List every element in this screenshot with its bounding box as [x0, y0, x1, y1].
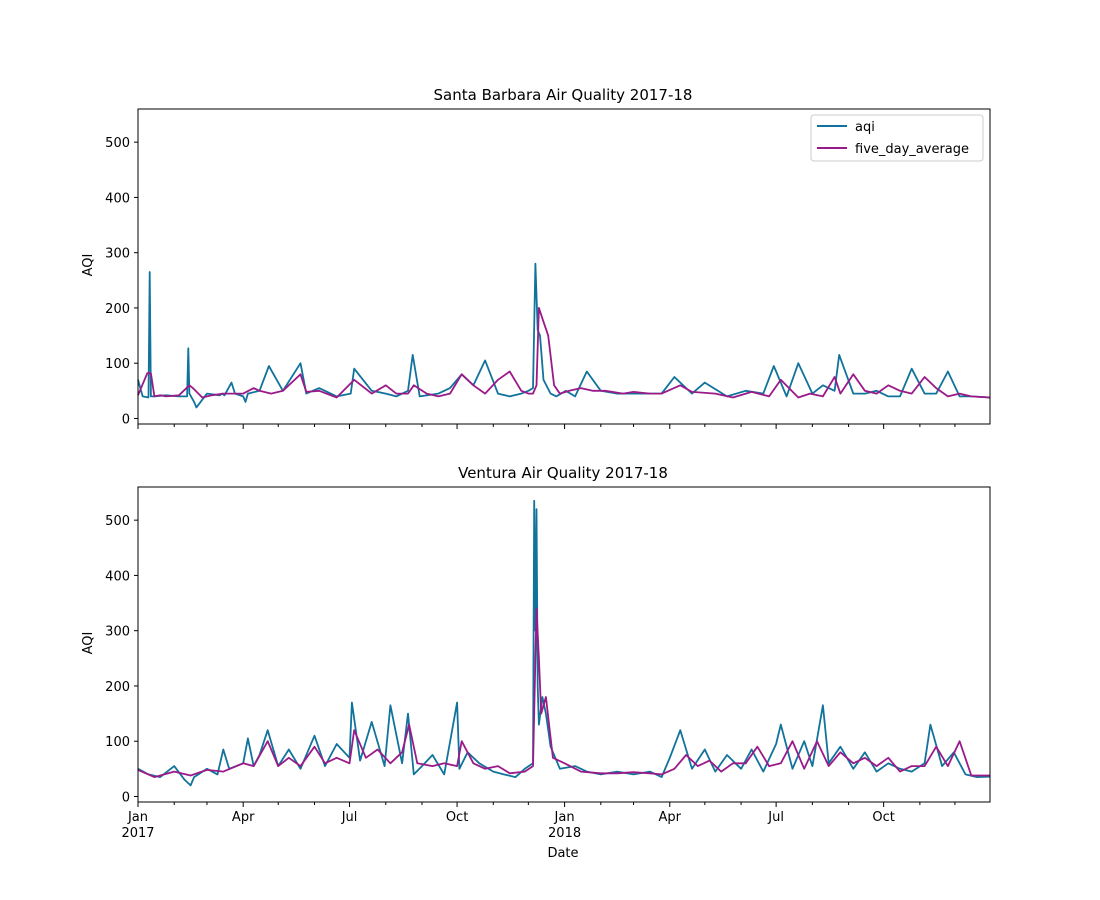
- plot-lines: [137, 499, 991, 787]
- legend-label-aqi: aqi: [855, 120, 875, 135]
- santa-barbara-panel: Santa Barbara Air Quality 2017-18 AQI 0 1…: [81, 86, 991, 429]
- y-tick-label: 500: [105, 136, 130, 151]
- y-tick-label: 0: [122, 790, 130, 805]
- x-tick-label: Jan: [554, 810, 575, 825]
- y-axis-label: AQI: [81, 632, 96, 655]
- x-tick-label: Jul: [767, 810, 784, 825]
- x-tick-year-label: 2017: [121, 826, 154, 841]
- y-tick-label: 300: [105, 625, 130, 640]
- axes-frame: [137, 486, 991, 803]
- legend: aqi five_day_average: [810, 114, 984, 162]
- legend-label-five-day-average: five_day_average: [855, 142, 969, 157]
- plot-lines: [137, 262, 991, 409]
- x-ticks: [137, 424, 956, 429]
- x-tick-year-label: 2018: [548, 826, 581, 841]
- y-ticks: 0 100 200 300 400 500: [105, 514, 138, 805]
- chart-title: Santa Barbara Air Quality 2017-18: [434, 86, 693, 104]
- y-tick-label: 400: [105, 191, 130, 206]
- y-tick-label: 300: [105, 247, 130, 262]
- chart-title: Ventura Air Quality 2017-18: [458, 464, 668, 482]
- series-line-five-day-average: [137, 306, 991, 399]
- y-tick-label: 200: [105, 302, 130, 317]
- series-line-five-day-average: [137, 607, 990, 778]
- axes-frame: [137, 108, 991, 425]
- x-tick-label: Oct: [446, 810, 468, 825]
- y-axis-label: AQI: [81, 254, 96, 277]
- y-tick-label: 400: [105, 569, 130, 584]
- x-tick-label: Apr: [232, 810, 255, 825]
- x-tick-label: Jul: [341, 810, 358, 825]
- y-tick-label: 100: [105, 357, 130, 372]
- series-line-aqi: [137, 262, 991, 409]
- x-tick-label: Oct: [872, 810, 894, 825]
- y-tick-label: 500: [105, 514, 130, 529]
- x-tick-label: Apr: [659, 810, 682, 825]
- y-tick-label: 0: [122, 412, 130, 427]
- x-axis-label: Date: [547, 846, 578, 861]
- y-tick-label: 200: [105, 680, 130, 695]
- x-tick-label: Jan: [127, 810, 148, 825]
- y-tick-label: 100: [105, 735, 130, 750]
- legend-box: [810, 114, 984, 162]
- y-ticks: 0 100 200 300 400 500: [105, 136, 138, 427]
- ventura-panel: Ventura Air Quality 2017-18 AQI Date 0 10…: [81, 464, 991, 861]
